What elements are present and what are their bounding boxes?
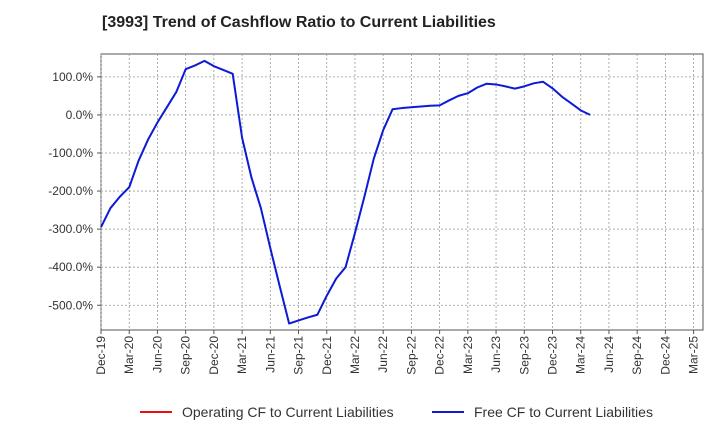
y-tick-label: -400.0%: [48, 260, 93, 274]
x-tick-label: Mar-23: [461, 336, 475, 374]
x-tick-label: Dec-20: [207, 336, 221, 375]
x-tick-label: Jun-23: [489, 336, 503, 373]
x-tick-label: Sep-24: [630, 336, 644, 375]
y-tick-label: -500.0%: [48, 298, 93, 312]
x-tick-label: Sep-22: [404, 336, 418, 375]
legend-item-free-cf: Free CF to Current Liabilities: [432, 404, 653, 420]
chart-title: [3993] Trend of Cashflow Ratio to Curren…: [102, 14, 496, 31]
legend-item-operating-cf: Operating CF to Current Liabilities: [140, 404, 394, 420]
x-tick-label: Dec-23: [546, 336, 560, 375]
x-tick-label: Mar-22: [348, 336, 362, 374]
x-tick-label: Dec-21: [320, 336, 334, 375]
y-tick-label: -200.0%: [48, 184, 93, 198]
legend-swatch-operating-cf: [140, 411, 172, 413]
x-tick-label: Dec-24: [658, 336, 672, 375]
plot-frame: [100, 53, 704, 331]
y-tick-label: 100.0%: [52, 70, 93, 84]
x-tick-label: Sep-23: [517, 336, 531, 375]
x-tick-label: Dec-19: [94, 336, 108, 375]
y-tick-label: 0.0%: [66, 108, 94, 122]
legend-label-free-cf: Free CF to Current Liabilities: [474, 404, 653, 420]
x-tick-label: Jun-24: [602, 336, 616, 373]
x-tick-label: Sep-20: [179, 336, 193, 375]
x-tick-label: Mar-21: [235, 336, 249, 374]
y-tick-label: -300.0%: [48, 222, 93, 236]
x-tick-label: Mar-24: [574, 336, 588, 374]
x-tick-label: Sep-21: [292, 336, 306, 375]
legend-swatch-free-cf: [432, 411, 464, 413]
x-tick-label: Mar-25: [687, 336, 701, 374]
legend-label-operating-cf: Operating CF to Current Liabilities: [182, 404, 394, 420]
x-tick-label: Dec-22: [433, 336, 447, 375]
series-line-free-cf: [100, 59, 591, 325]
x-tick-label: Jun-21: [263, 336, 277, 373]
x-tick-label: Mar-20: [122, 336, 136, 374]
y-tick-label: -100.0%: [48, 146, 93, 160]
x-tick-label: Jun-22: [376, 336, 390, 373]
x-tick-label: Jun-20: [150, 336, 164, 373]
